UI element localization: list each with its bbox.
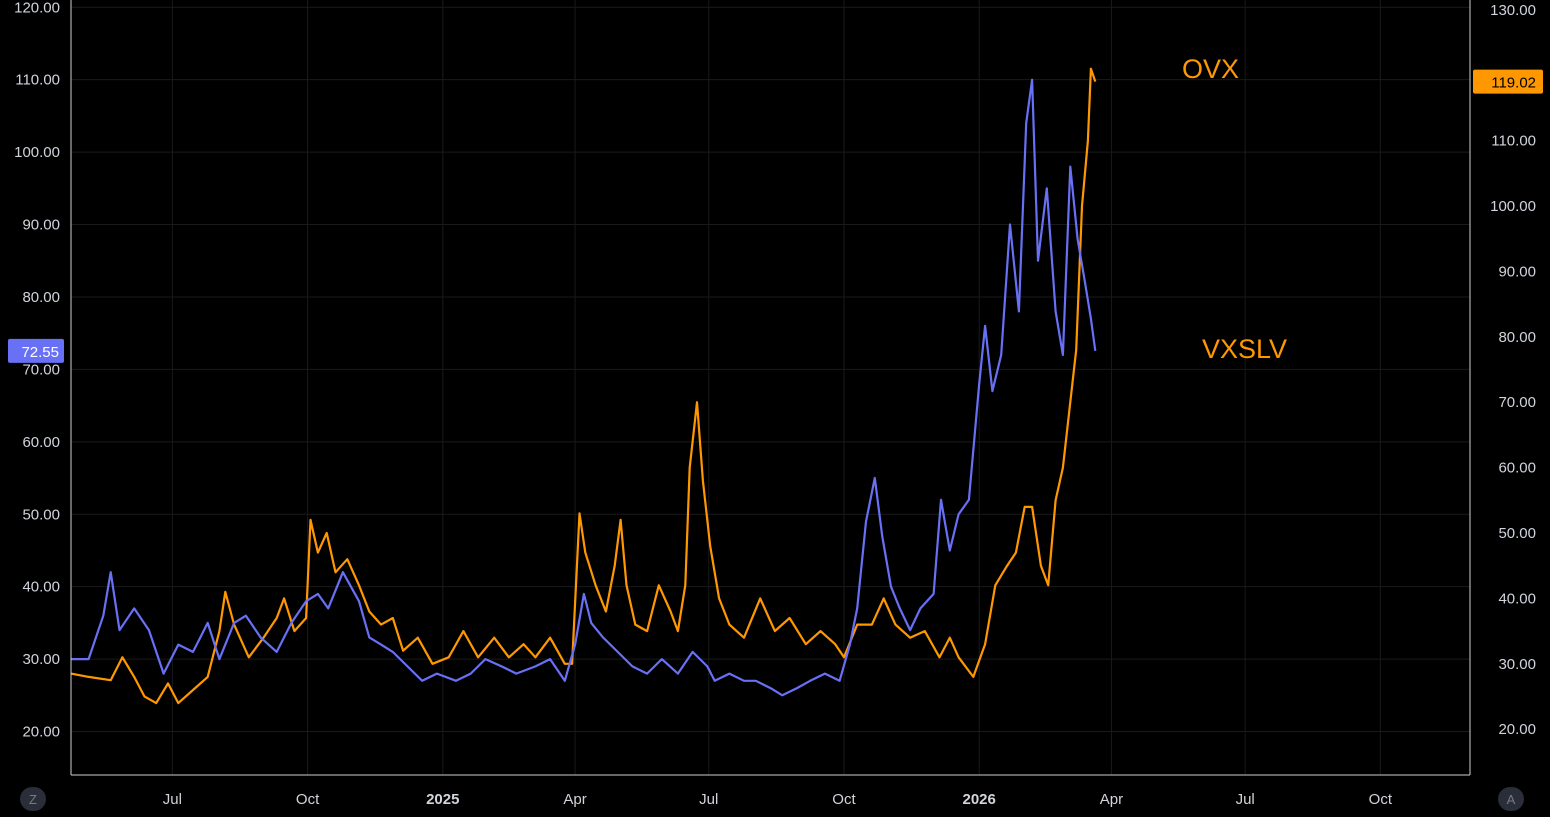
- right-tick-label: 100.00: [1490, 198, 1536, 215]
- right-tick-label: 130.00: [1490, 2, 1536, 19]
- series-line-vxslv: [71, 78, 1097, 697]
- x-tick-label: 2026: [962, 791, 995, 808]
- right-tick-label: 20.00: [1498, 721, 1536, 738]
- right-tick-label: 70.00: [1498, 394, 1536, 411]
- right-tick-label: 40.00: [1498, 590, 1536, 607]
- left-tick-label: 40.00: [22, 579, 60, 596]
- right-corner-button-label[interactable]: A: [1507, 792, 1516, 807]
- left-tick-label: 110.00: [15, 72, 60, 89]
- series-lines: [70, 67, 1097, 705]
- right-corner-button-bg[interactable]: [1498, 787, 1524, 811]
- x-tick-label: 2025: [426, 791, 459, 808]
- x-tick-label: Jul: [1236, 791, 1255, 808]
- x-tick-label: Apr: [563, 791, 586, 808]
- series-line-ovx: [70, 67, 1097, 705]
- right-axis-ticks: 130.00 110.00 100.00 90.00 80.00 70.00 60.00 50…: [1490, 2, 1536, 738]
- left-tick-label: 90.00: [22, 217, 60, 234]
- x-tick-label: Oct: [1369, 791, 1393, 808]
- x-tick-label: Jul: [163, 791, 182, 808]
- annotation-ovx: OVX: [1182, 54, 1239, 84]
- x-tick-label: Jul: [699, 791, 718, 808]
- right-tick-label: 90.00: [1498, 263, 1536, 280]
- x-tick-label: Oct: [296, 791, 320, 808]
- right-tick-label: 80.00: [1498, 329, 1536, 346]
- right-tick-label: 60.00: [1498, 460, 1536, 477]
- annotation-vxslv: VXSLV: [1202, 334, 1287, 364]
- series-annotations: OVX VXSLV: [1182, 54, 1287, 364]
- last-value-badges: 72.55 119.02: [8, 69, 1543, 363]
- left-tick-label: 50.00: [22, 506, 60, 523]
- right-tick-label: 110.00: [1491, 133, 1536, 150]
- left-last-value-badge: [8, 338, 64, 363]
- x-tick-label: Apr: [1100, 791, 1123, 808]
- left-axis-ticks: 120.00 110.00 100.00 90.00 80.00 70.00 60.00 50…: [14, 0, 60, 741]
- right-last-value-badge: [1473, 69, 1543, 94]
- right-tick-label: 30.00: [1498, 656, 1536, 673]
- left-last-value-label: 72.55: [21, 344, 59, 361]
- left-tick-label: 60.00: [22, 434, 60, 451]
- left-tick-label: 20.00: [22, 724, 60, 741]
- left-tick-label: 120.00: [14, 0, 60, 16]
- left-tick-label: 70.00: [22, 361, 60, 378]
- right-tick-label: 50.00: [1498, 525, 1536, 542]
- right-corner-button[interactable]: A: [1498, 787, 1524, 811]
- left-tick-label: 100.00: [14, 144, 60, 161]
- x-tick-label: Oct: [832, 791, 856, 808]
- left-corner-button-bg[interactable]: [20, 787, 46, 811]
- left-tick-label: 80.00: [22, 289, 60, 306]
- left-tick-label: 30.00: [22, 651, 60, 668]
- left-corner-button[interactable]: Z: [20, 787, 46, 811]
- right-last-value-label: 119.02: [1491, 75, 1536, 92]
- x-axis-ticks: Jul Oct 2025 Apr Jul Oct 2026 Apr Jul Oct: [163, 791, 1393, 808]
- left-corner-button-label[interactable]: Z: [29, 792, 37, 807]
